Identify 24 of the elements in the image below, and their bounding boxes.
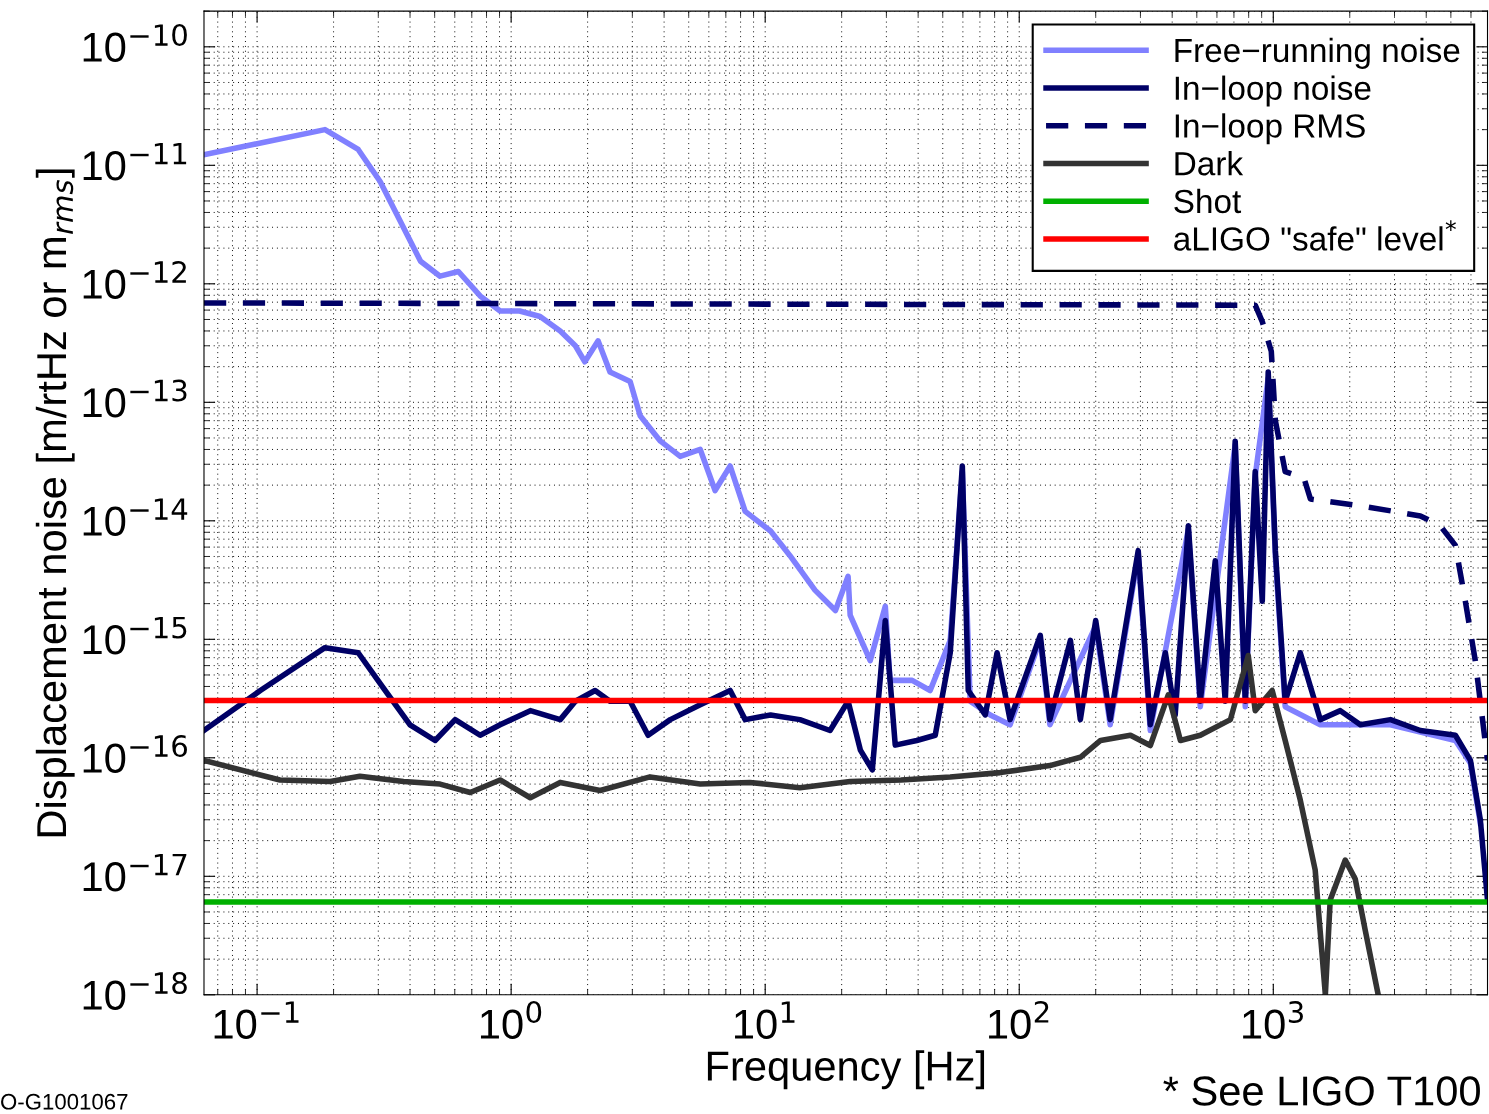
legend-label: In−loop noise [1175, 75, 1371, 107]
x-tick-label: 10$^{0}$ [480, 1000, 542, 1039]
y-tick-label: 10$^{−12}$ [83, 260, 186, 299]
text: O-G1001067 [1, 1093, 128, 1110]
y-tick-label: 10$^{−16}$ [83, 734, 187, 773]
y-tick-label: 10$^{−11}$ [83, 142, 187, 181]
legend-label: In−loop RMS [1175, 113, 1365, 145]
x-tick-label: 10$^{3}$ [1243, 1000, 1303, 1039]
y-tick-label: 10$^{−10}$ [83, 23, 187, 62]
y-tick-label: 10$^{−17}$ [83, 853, 187, 892]
legend-label: aLIGO "safe" level$^{*}$ [1174, 220, 1456, 251]
y-tick-label: 10$^{−13}$ [83, 379, 187, 418]
text: * See LIGO T100 [1163, 1076, 1480, 1106]
y-tick-label: 10$^{−18}$ [83, 971, 187, 1010]
legend-label: Free−running noise [1175, 37, 1460, 69]
y-tick-label: 10$^{−15}$ [83, 616, 187, 655]
x-tick-label: 10$^{−1}$ [214, 1001, 299, 1040]
y-axis-title: Displacement noise [m/rtHz or m$_{rms}$] [35, 169, 75, 837]
x-tick-label: 10$^{1}$ [735, 1001, 795, 1040]
y-tick-label: 10$^{−14}$ [83, 498, 188, 537]
legend-label: Shot [1174, 188, 1242, 214]
legend-label: Dark [1175, 151, 1244, 176]
x-axis-title: Frequency [Hz] [707, 1050, 985, 1090]
x-tick-label: 10$^{2}$ [989, 1000, 1049, 1039]
